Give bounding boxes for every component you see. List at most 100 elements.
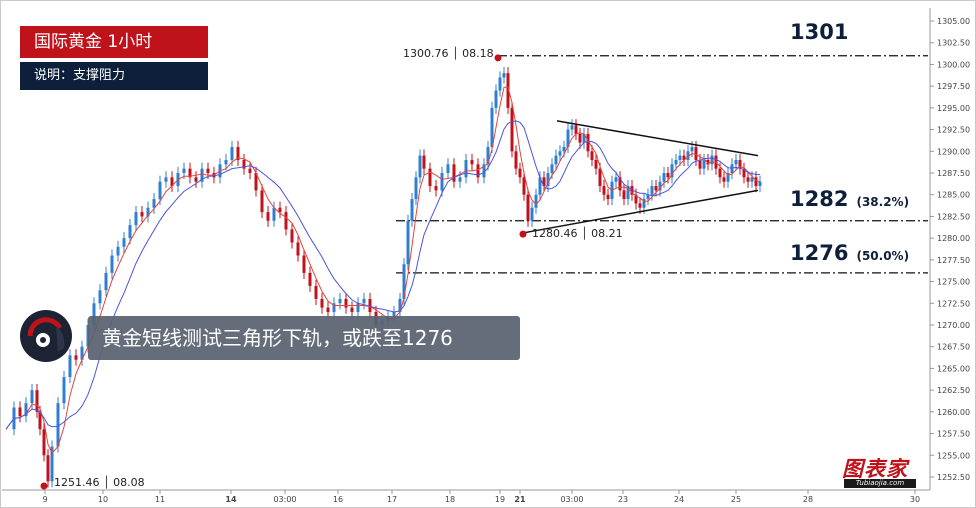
candle-body [170,177,174,187]
candle-body [742,168,746,178]
y-tick-label: 1295.00 [937,104,970,113]
candle-body [706,159,710,165]
candle-body [74,355,78,360]
candle-body [558,151,562,156]
y-tick-label: 1277.50 [937,256,970,265]
candle-body [702,159,706,169]
candle-body [710,155,714,165]
candle-body [522,177,526,195]
candle-body [188,168,192,178]
candle-body [134,212,138,226]
y-tick-label: 1275.00 [937,278,970,287]
candle-body [514,151,518,169]
x-tick-label: 18 [445,495,455,504]
candle-body [302,255,306,273]
candle-body [670,164,674,178]
candle-body [24,403,28,417]
candle-body [446,164,450,174]
swing-low-point-label: 1280.46 │ 08.21 [532,227,623,240]
candle-body [104,272,108,291]
x-tick-label: 14 [225,495,237,504]
tubiaojia-logo: 图表家 Tubiaojia.com [842,453,918,489]
candle-body [68,355,72,378]
candle-body [418,155,422,178]
y-tick-label: 1255.00 [937,451,970,460]
candle-body [554,155,558,165]
annotated-point-marker [519,230,527,238]
candle-body [538,177,542,195]
candle-body [718,168,722,178]
candle-body [726,173,730,182]
candle-body [646,194,650,200]
level-value: 1276 [790,241,849,265]
candle-body [622,190,626,200]
level-label-1301: 1301 [790,20,848,44]
candle-body [200,168,204,182]
candle-body [30,390,34,404]
y-tick-label: 1305.00 [937,17,970,26]
candle-body [698,159,702,169]
candle-body [368,298,372,312]
x-tick-label: 03:00 [560,495,583,504]
candle-body [410,199,414,221]
candle-body [586,133,590,152]
candle-body [738,159,742,169]
candle-body [486,146,490,165]
x-tick-label: 03:00 [273,495,296,504]
candle-body [550,164,554,174]
candle-body [590,151,594,160]
candle-body [594,159,598,169]
candle-body [428,168,432,187]
candle-body [658,181,662,191]
x-tick-label: 10 [98,495,108,504]
candle-body [332,303,336,312]
candle-body [526,194,530,221]
candle-body [236,146,240,160]
candle-body [482,164,486,178]
x-tick-label: 25 [731,495,741,504]
y-tick-label: 1292.50 [937,126,970,135]
candle-body [254,173,258,191]
candle-body [506,73,510,108]
candle-body [402,264,406,299]
candle-body [634,194,638,204]
x-tick-label: 21 [514,495,526,504]
candle-body [754,177,758,187]
candle-body [464,159,468,178]
x-tick-label: 11 [155,495,165,504]
chart-description-badge: 说明：支撑阻力 [20,62,208,90]
candle-body [278,207,282,213]
chart-title-badge: 国际黄金 1小时 [20,26,208,58]
y-tick-label: 1267.50 [937,343,970,352]
candle-body [758,181,762,187]
candle-body [98,290,102,304]
candle-body [542,177,546,187]
annotated-point-marker [40,482,48,490]
y-tick-label: 1262.50 [937,386,970,395]
y-tick-label: 1252.50 [937,473,970,482]
y-tick-label: 1272.50 [937,299,970,308]
candle-body [502,73,506,78]
candle-body [308,272,312,286]
level-note: (38.2%) [856,195,910,209]
candle-body [110,255,114,273]
candle-body [602,186,606,195]
y-tick-label: 1290.00 [937,147,970,156]
candle-body [35,390,39,412]
low-point-label: 1251.46 │ 08.08 [54,476,145,489]
candle-body [510,107,514,152]
candle-body [362,298,366,304]
candle-body [62,377,66,404]
x-tick-label: 16 [333,495,343,504]
y-tick-label: 1265.00 [937,364,970,373]
candle-body [654,186,658,191]
candle-body [626,186,630,200]
level-value: 1282 [790,187,849,211]
candle-body [746,177,750,182]
candle-body [452,164,456,182]
candle-body [518,168,522,178]
candle-body [566,129,570,147]
candle-body [140,212,144,217]
candle-body [314,285,318,299]
